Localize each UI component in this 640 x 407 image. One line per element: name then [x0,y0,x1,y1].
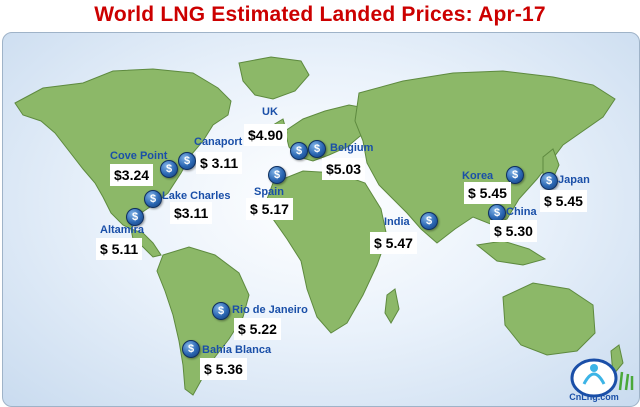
dollar-coin-icon[interactable]: $ [540,172,558,190]
price-altamira: $ 5.11 [96,238,143,260]
landmass-greenland [238,56,310,100]
city-label-lake-charles: Lake Charles [162,190,231,202]
dollar-coin-icon[interactable]: $ [420,212,438,230]
city-label-cove-point: Cove Point [110,150,168,162]
city-label-belgium: Belgium [330,142,374,154]
price-india: $ 5.47 [370,232,417,254]
price-china: $ 5.30 [490,220,537,242]
price-rio-de-janeiro: $ 5.22 [234,318,281,340]
dollar-coin-icon[interactable]: $ [178,152,196,170]
landmass-asia [354,70,616,244]
price-bahia-blanca: $ 5.36 [200,358,247,380]
price-spain: $ 5.17 [246,198,293,220]
city-label-canaport: Canaport [194,136,243,148]
city-label-japan: Japan [558,174,590,186]
world-map [2,32,640,407]
city-label-india: India [384,216,410,228]
city-label-uk: UK [262,106,278,118]
price-uk: $4.90 [244,124,288,146]
dollar-coin-icon[interactable]: $ [182,340,200,358]
map-title: World LNG Estimated Landed Prices: Apr-1… [94,3,546,26]
dollar-coin-icon[interactable]: $ [290,142,308,160]
dollar-coin-icon[interactable]: $ [308,140,326,158]
cnlng-logo: CnLng.com [569,358,634,402]
city-label-spain: Spain [254,186,284,198]
world-map-landmasses [14,56,624,396]
price-belgium: $5.03 [322,158,366,180]
dollar-coin-icon[interactable]: $ [144,190,162,208]
logo-text: CnLng.com [569,392,619,402]
city-label-korea: Korea [462,170,494,182]
price-japan: $ 5.45 [540,190,587,212]
landmass-indonesia [475,240,547,266]
dollar-coin-icon[interactable]: $ [160,160,178,178]
landmass-north-america [14,68,232,230]
city-label-altamira: Altamira [100,224,145,236]
price-cove-point: $3.24 [110,164,154,186]
city-label-china: China [506,206,537,218]
dollar-coin-icon[interactable]: $ [126,208,144,226]
city-label-bahia-blanca: Bahia Blanca [202,344,272,356]
dollar-coin-icon[interactable]: $ [212,302,230,320]
price-canaport: $ 3.11 [196,152,243,174]
price-lake-charles: $3.11 [170,202,213,224]
dollar-coin-icon[interactable]: $ [268,166,286,184]
landmass-australia [502,282,596,356]
price-korea: $ 5.45 [464,182,511,204]
landmass-madagascar [384,288,400,324]
dollar-coin-icon[interactable]: $ [506,166,524,184]
city-label-rio-de-janeiro: Rio de Janeiro [232,304,308,316]
